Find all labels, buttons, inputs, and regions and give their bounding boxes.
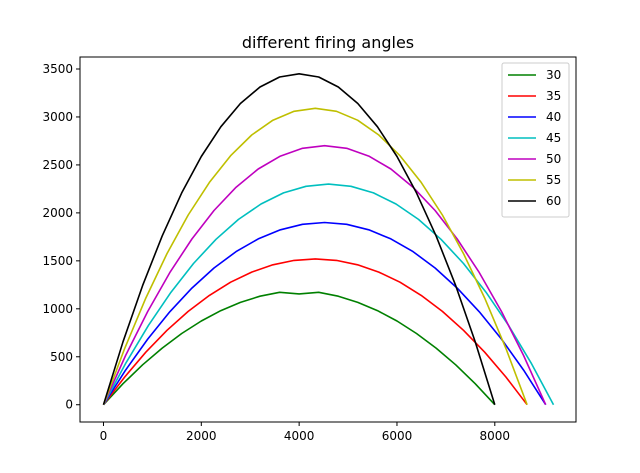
x-axis: 0 2000 4000 6000 8000 [100, 422, 510, 443]
y-tick-label: 2000 [42, 206, 73, 220]
legend: 30 35 40 45 50 55 60 [501, 62, 570, 218]
series-layer [102, 73, 555, 406]
y-tick-label: 2500 [42, 158, 73, 172]
y-tick-label: 1000 [42, 302, 73, 316]
series-line-40 [102, 221, 547, 406]
series-line-55 [102, 107, 528, 405]
y-axis: 0 500 1000 1500 2000 2500 3000 3500 [42, 62, 80, 412]
series-line-35 [102, 258, 528, 406]
y-tick-label: 0 [65, 398, 73, 412]
x-tick-label: 8000 [480, 429, 511, 443]
chart-title: different firing angles [242, 33, 414, 52]
series-line-30 [102, 291, 496, 406]
x-tick-label: 6000 [382, 429, 413, 443]
series-line-50 [102, 144, 547, 406]
legend-label-30: 30 [546, 68, 561, 82]
y-tick-label: 1500 [42, 254, 73, 268]
legend-label-50: 50 [546, 152, 561, 166]
legend-label-55: 55 [546, 173, 561, 187]
x-tick-label: 2000 [186, 429, 217, 443]
plot-frame [79, 56, 577, 423]
legend-label-60: 60 [546, 194, 561, 208]
x-tick-label: 0 [100, 429, 108, 443]
series-line-45 [102, 183, 555, 406]
y-tick-label: 3000 [42, 110, 73, 124]
series-line-60 [102, 73, 496, 405]
legend-label-35: 35 [546, 89, 561, 103]
y-tick-label: 500 [50, 350, 73, 364]
legend-box [501, 62, 570, 218]
x-tick-label: 4000 [284, 429, 315, 443]
legend-label-45: 45 [546, 131, 561, 145]
legend-label-40: 40 [546, 110, 561, 124]
y-tick-label: 3500 [42, 62, 73, 76]
